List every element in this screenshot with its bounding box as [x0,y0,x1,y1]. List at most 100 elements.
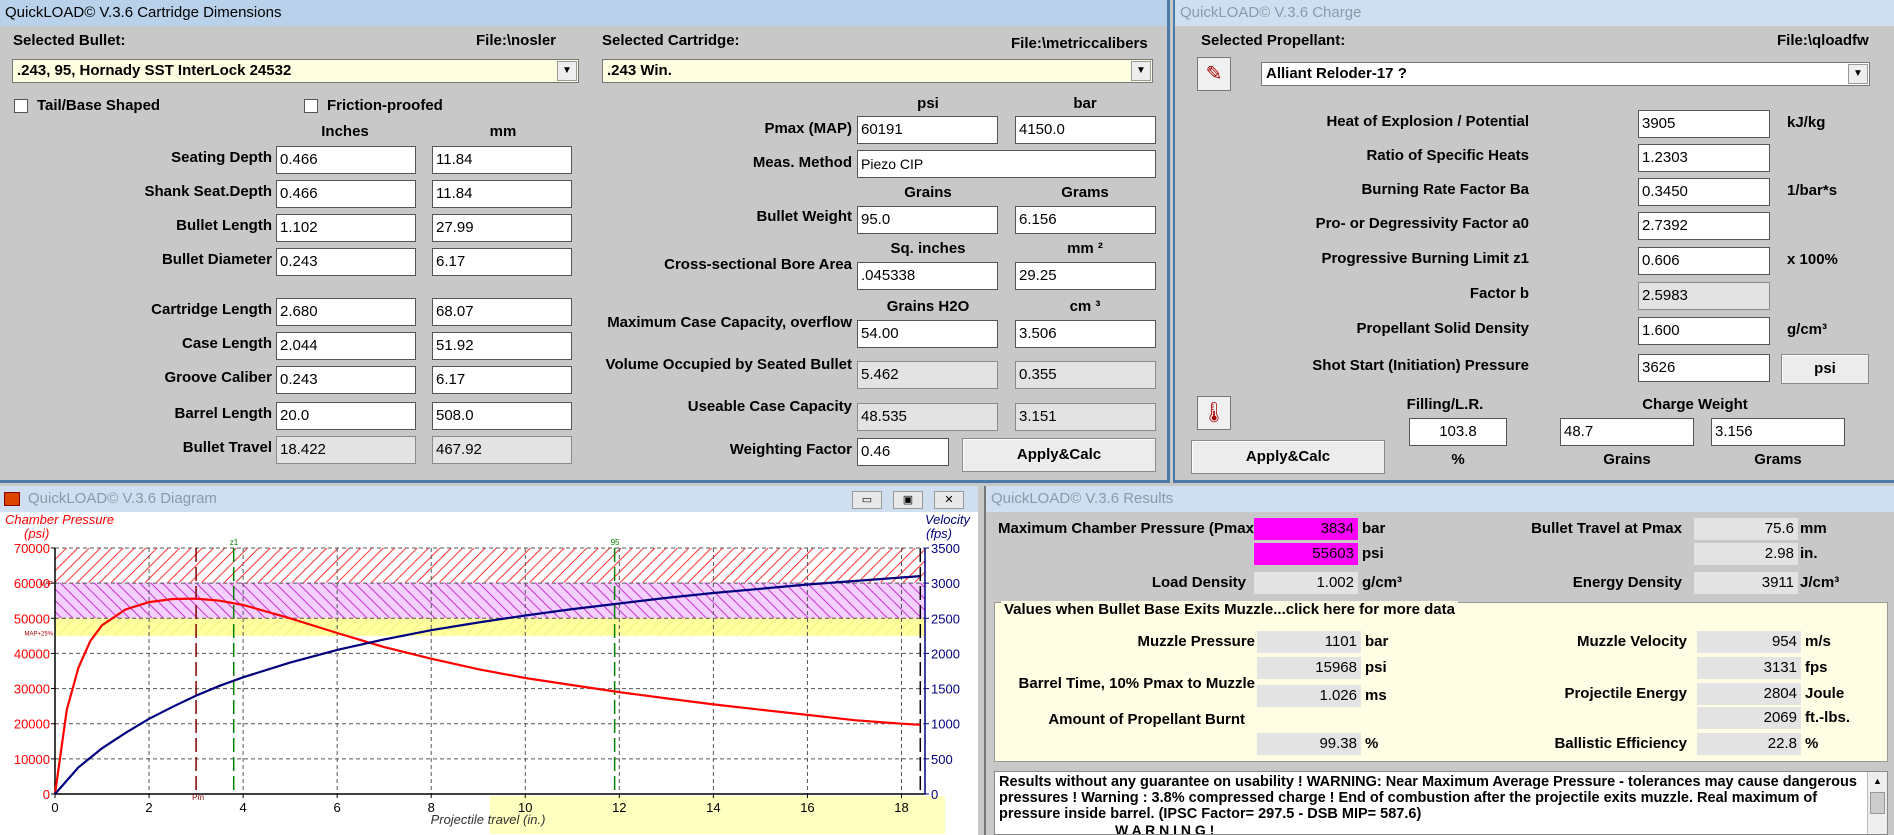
apply-calc-button[interactable]: Apply&Calc [962,438,1156,472]
window-title[interactable]: QuickLOAD© V.3.6 Charge [1175,0,1894,26]
progressive-burning-limit-z1-unit: x 100% [1787,251,1838,268]
friction-proofed-label[interactable]: Friction-proofed [327,97,443,114]
bullet-weight-grains-field[interactable]: 95.0 [857,206,998,234]
burning-rate-factor-ba-field[interactable]: 0.3450 [1638,178,1770,206]
grams-header: Grams [1061,184,1109,201]
minimize-icon[interactable]: ▭ [852,491,882,509]
meas-method-field[interactable]: Piezo CIP [857,150,1156,178]
propellant-solid-density-field[interactable]: 1.600 [1638,317,1770,345]
tail-base-label[interactable]: Tail/Base Shaped [37,97,161,114]
y-right-tick-label: 3500 [931,541,960,556]
shot-start-initiation-pressure-label: Shot Start (Initiation) Pressure [1312,357,1529,374]
window-title[interactable]: QuickLOAD© V.3.6 Diagram [0,486,978,512]
progressive-burning-limit-z1-label: Progressive Burning Limit z1 [1321,250,1529,267]
case-length-inches-field[interactable]: 2.044 [276,332,416,360]
heat-of-explosion-potential-field[interactable]: 3905 [1638,110,1770,138]
pressure-series-line [53,597,921,795]
x-tick-label: 16 [800,800,814,815]
case-length-mm-field[interactable]: 51.92 [432,332,572,360]
right-axis-title: Velocity [925,512,972,527]
results-window: QuickLOAD© V.3.6 Results Maximum Chamber… [984,486,1894,835]
muzzle-group-header[interactable]: Values when Bullet Base Exits Muzzle...c… [1001,601,1458,619]
bullet-travel-inches-field: 18.422 [276,436,416,464]
close-icon[interactable]: ✕ [934,491,964,509]
chevron-down-icon[interactable]: ▼ [1131,61,1151,81]
muzzle-pressure-psi-unit: psi [1365,659,1387,676]
bullet-diameter-inches-field[interactable]: 0.243 [276,248,416,276]
bore-area-sqin-field[interactable]: .045338 [857,262,998,290]
apply-calc-button[interactable]: Apply&Calc [1191,440,1385,474]
bullet-file-label: File:\nosler [476,32,557,49]
marker-label: Pm [192,793,204,802]
bullet-length-inches-field[interactable]: 1.102 [276,214,416,242]
cartridge-length-inches-field[interactable]: 2.680 [276,298,416,326]
useable-case-capacity-grains-field: 48.535 [857,403,998,431]
window-title[interactable]: QuickLOAD© V.3.6 Results [986,486,1894,512]
pro-or-degressivity-factor-a0-field[interactable]: 2.7392 [1638,212,1770,240]
cartridge-select[interactable]: .243 Win. ▼ [602,59,1153,83]
volume-occupied-grains-field: 5.462 [857,361,998,389]
factor-b-label: Factor b [1469,285,1529,302]
ratio-of-specific-heats-field[interactable]: 1.2303 [1638,144,1770,172]
charge-grains-field[interactable]: 48.7 [1560,418,1694,446]
grams-unit: Grams [1754,451,1802,468]
chevron-down-icon[interactable]: ▼ [1848,64,1868,84]
chevron-down-icon[interactable]: ▼ [557,61,577,81]
cartridge-file-label: File:\metriccalibers [1011,35,1148,52]
bullet-length-mm-field[interactable]: 27.99 [432,214,572,242]
groove-caliber-mm-field[interactable]: 6.17 [432,366,572,394]
tail-base-checkbox[interactable] [14,99,28,113]
x-tick-label: 14 [706,800,720,815]
y-left-tick-label: 40000 [14,646,50,661]
seating-depth-mm-field[interactable]: 11.84 [432,146,572,174]
x-axis-title: Projectile travel (in.) [431,812,546,827]
filling-field[interactable]: 103.8 [1409,418,1507,446]
shot-start-initiation-pressure-field[interactable]: 3626 [1638,354,1770,382]
bullet-diameter-mm-field[interactable]: 6.17 [432,248,572,276]
barrel-length-mm-field[interactable]: 508.0 [432,402,572,430]
projectile-energy-joule-unit: Joule [1805,685,1845,702]
scroll-thumb[interactable] [1870,792,1885,814]
bore-area-mm2-field[interactable]: 29.25 [1015,262,1156,290]
pmax-psi-field[interactable]: 60191 [857,116,998,144]
bullet-weight-grams-field[interactable]: 6.156 [1015,206,1156,234]
grains-unit: Grains [1603,451,1651,468]
message-scrollbar[interactable]: ▲ [1867,772,1887,834]
shank-seat-depth-inches-field[interactable]: 0.466 [276,180,416,208]
pmax-bar-field[interactable]: 4150.0 [1015,116,1156,144]
bullet-diameter-label: Bullet Diameter [161,251,272,268]
psi-button[interactable]: psi [1781,354,1869,384]
maximize-icon[interactable]: ▣ [893,491,923,509]
charge-grams-field[interactable]: 3.156 [1711,418,1845,446]
propellant-solid-density-unit: g/cm³ [1787,321,1828,338]
y-left-tick-label: 70000 [14,541,50,556]
x-tick-label: 10 [518,800,532,815]
propellant-tool-icon[interactable]: ✎ [1197,57,1231,91]
progressive-burning-limit-z1-field[interactable]: 0.606 [1638,247,1770,275]
window-title[interactable]: QuickLOAD© V.3.6 Cartridge Dimensions [0,0,1167,26]
bullet-travel-pmax-mm: 75.6 [1694,518,1798,540]
marker-label: 95 [611,538,620,547]
thermometer-icon[interactable]: 🌡 [1197,396,1231,430]
max-case-capacity-grains-field[interactable]: 54.00 [857,320,998,348]
bullet-select[interactable]: .243, 95, Hornady SST InterLock 24532 ▼ [12,59,579,83]
results-message-box[interactable]: Results without any guarantee on usabili… [994,771,1888,835]
y-right-tick-label: 500 [931,752,953,767]
muzzle-values-group[interactable]: Values when Bullet Base Exits Muzzle...c… [994,601,1888,762]
volume-occupied-label: Volume Occupied by Seated Bullet [605,356,852,373]
y-right-tick-label: 3000 [931,576,960,591]
bullet-travel-pmax-label: Bullet Travel at Pmax [1531,520,1682,537]
max-case-capacity-cm3-field[interactable]: 3.506 [1015,320,1156,348]
shank-seat-depth-mm-field[interactable]: 11.84 [432,180,572,208]
friction-proofed-checkbox[interactable] [304,99,318,113]
scroll-up-icon[interactable]: ▲ [1873,776,1882,786]
groove-caliber-label: Groove Caliber [164,369,272,386]
seating-depth-inches-field[interactable]: 0.466 [276,146,416,174]
propellant-select[interactable]: Alliant Reloder-17 ? ▼ [1261,62,1870,86]
muzzle-velocity-ms: 954 [1697,631,1801,653]
barrel-length-inches-field[interactable]: 20.0 [276,402,416,430]
groove-caliber-inches-field[interactable]: 0.243 [276,366,416,394]
weighting-factor-field[interactable]: 0.46 [857,438,949,466]
bore-area-label: Cross-sectional Bore Area [664,256,852,273]
cartridge-length-mm-field[interactable]: 68.07 [432,298,572,326]
